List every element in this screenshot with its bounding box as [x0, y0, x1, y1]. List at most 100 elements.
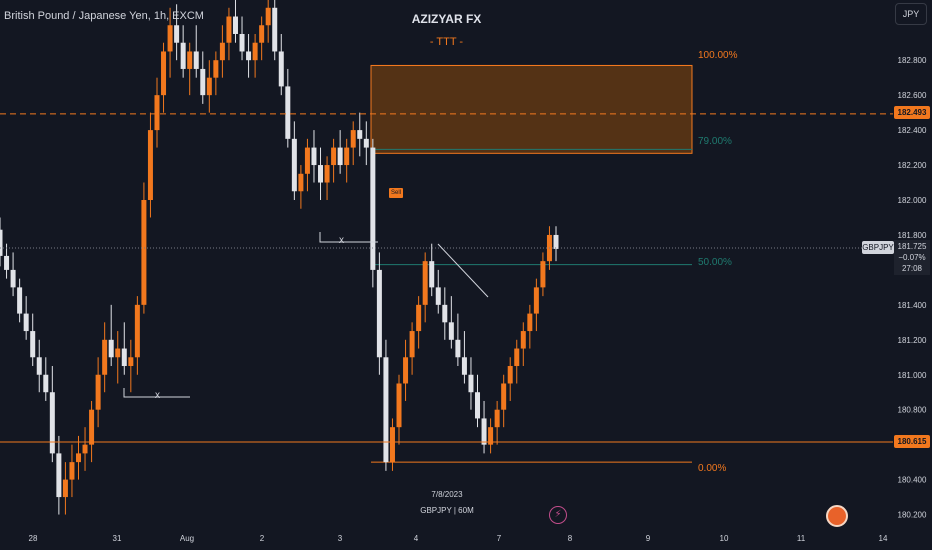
candle-body: [69, 462, 75, 480]
cross-label-lower: x: [155, 390, 160, 401]
candle-body: [259, 25, 265, 43]
x-tick-label: Aug: [179, 534, 195, 543]
candle-body: [174, 25, 180, 43]
candle-body: [409, 331, 415, 358]
candle-body: [494, 409, 500, 428]
candle-body: [318, 165, 324, 183]
candle-body: [435, 287, 441, 305]
author-logo-icon[interactable]: [826, 505, 848, 527]
candle-body: [226, 16, 232, 43]
candle-body: [455, 339, 461, 358]
flash-icon[interactable]: ⚡: [549, 506, 567, 524]
candle-body: [147, 130, 153, 200]
candle-body: [154, 95, 160, 131]
break-arrow-lower: [123, 388, 190, 398]
y-tick-label: 181.000: [898, 371, 927, 380]
candle-body: [89, 409, 95, 445]
y-tick-label: 182.200: [898, 161, 927, 170]
candle-body: [30, 331, 36, 358]
candle-body: [49, 392, 55, 454]
candle-body: [17, 287, 23, 314]
candle-body: [376, 269, 382, 358]
x-tick-label: 28: [28, 534, 38, 543]
candle-body: [540, 261, 546, 288]
candle-body: [533, 287, 539, 314]
drawings-group: [123, 232, 489, 398]
candle-body: [488, 427, 494, 445]
fib-zone-group: [370, 64, 693, 463]
candle-body: [75, 453, 81, 463]
candle-body: [128, 357, 134, 367]
y-tick-label: 182.600: [898, 91, 927, 100]
candle-body: [43, 374, 49, 393]
candle-body: [357, 130, 363, 139]
x-tick-label: 3: [337, 534, 343, 543]
candle-body: [507, 366, 513, 384]
candle-body: [475, 392, 481, 419]
candle-body: [429, 261, 435, 288]
candle-body: [468, 374, 474, 393]
candle-body: [134, 304, 140, 358]
y-tick-label: 181.800: [898, 231, 927, 240]
y-tick-label: 181.200: [898, 336, 927, 345]
candle-body: [285, 86, 291, 139]
candle-body: [187, 51, 193, 69]
symbol-title: British Pound / Japanese Yen, 1h, EXCM: [4, 10, 204, 22]
candle-body: [213, 60, 219, 78]
sell-badge: Sell: [389, 188, 403, 198]
y-tick-label: 181.400: [898, 301, 927, 310]
candle-body: [501, 383, 507, 410]
candle-body: [23, 313, 29, 332]
x-tick-label: 4: [413, 534, 419, 543]
candle-body: [331, 147, 337, 166]
candle-body: [278, 51, 284, 87]
x-tick-label: 31: [112, 534, 122, 543]
candle-body: [553, 234, 559, 249]
candle-body: [442, 304, 448, 323]
candle-body: [219, 42, 225, 61]
y-tick-label: 180.400: [898, 476, 927, 485]
candle-body: [520, 331, 526, 349]
chart-id-label: GBPJPY | 60M: [420, 506, 474, 515]
candle-body: [389, 427, 395, 463]
level-tag-top: 182.493: [894, 106, 930, 119]
candle-body: [56, 453, 62, 498]
candle-body: [0, 229, 3, 256]
date-stamp: 7/8/2023: [431, 490, 463, 499]
x-tick-label: 10: [719, 534, 729, 543]
last-price-box: 181.725 −0.07% 27:08: [894, 240, 930, 275]
candle-body: [363, 138, 369, 148]
candle-body: [291, 138, 297, 192]
candle-body: [370, 147, 376, 270]
chart-subtitle: - TTT -: [429, 36, 464, 48]
x-tick-label: 7: [496, 534, 502, 543]
candle-body: [514, 348, 520, 367]
price-axis-background: [893, 0, 932, 550]
last-price-change: −0.07%: [898, 253, 926, 262]
candle-body: [167, 25, 173, 52]
y-tick-label: 182.800: [898, 56, 927, 65]
candle-body: [416, 304, 422, 332]
x-tick-label: 9: [645, 534, 651, 543]
candle-body: [311, 147, 317, 166]
y-tick-label: 182.000: [898, 196, 927, 205]
candle-body: [265, 7, 271, 26]
candles-group: [0, 0, 559, 515]
candle-body: [102, 339, 108, 375]
candle-body: [324, 165, 330, 183]
candle-body: [337, 147, 343, 166]
candle-body: [272, 7, 278, 52]
bar-countdown: 27:08: [901, 264, 923, 273]
candle-body: [141, 200, 147, 305]
fib-label-79: 79.00%: [698, 136, 732, 147]
x-tick-label: 11: [796, 534, 806, 543]
currency-button[interactable]: JPY: [895, 3, 927, 25]
fib-label-50: 50.00%: [698, 257, 732, 268]
candle-body: [193, 51, 199, 69]
candle-body: [4, 255, 10, 270]
candle-body: [206, 77, 212, 96]
candle-body: [239, 33, 245, 52]
fib-zone-box: [370, 64, 693, 154]
candle-body: [108, 339, 114, 358]
